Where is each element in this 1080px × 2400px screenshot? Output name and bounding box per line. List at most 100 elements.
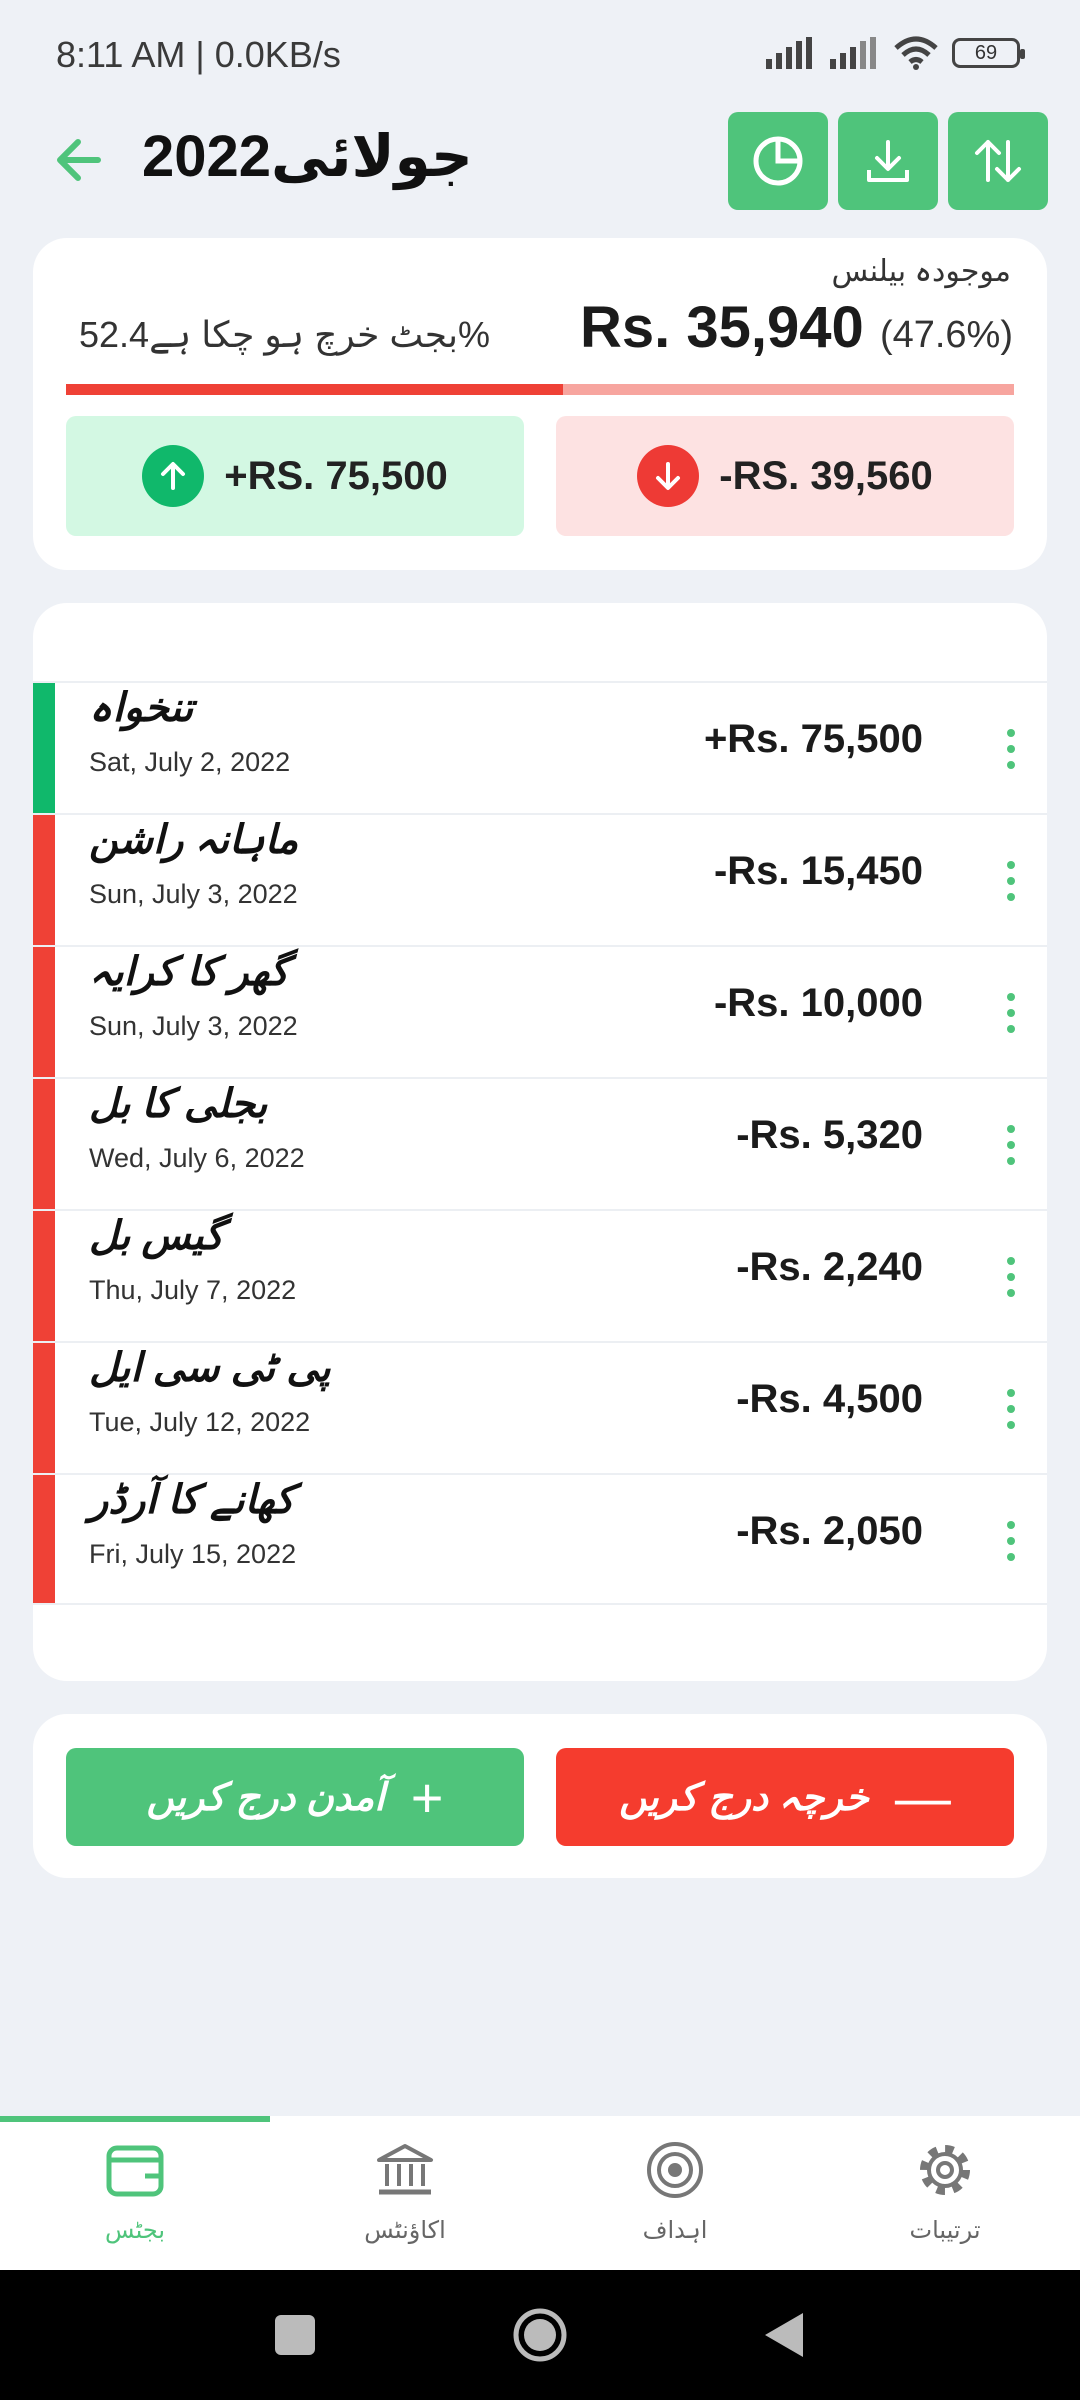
budget-progress-fill <box>66 384 563 395</box>
transaction-date: Sat, July 2, 2022 <box>89 747 291 777</box>
arrow-up-circle-icon <box>142 445 205 507</box>
more-vertical-icon[interactable] <box>1005 993 1017 1033</box>
nav-item-goals[interactable]: اہداف <box>540 2116 810 2270</box>
more-vertical-icon[interactable] <box>1005 1125 1017 1165</box>
transaction-type-bar <box>33 1475 55 1603</box>
balance-summary-card: موجودہ بیلنس Rs. 35,940 (47.6%) بجٹ خرچ … <box>33 238 1047 570</box>
transaction-amount: -Rs. 10,000 <box>713 981 923 1025</box>
minus-icon: — <box>894 1765 951 1829</box>
status-time: 8:11 AM | 0.0KB/s <box>56 34 341 75</box>
home-circle-icon <box>513 2308 567 2362</box>
download-button[interactable] <box>838 112 938 210</box>
battery-icon: 69 <box>952 38 1025 68</box>
bottom-navigation: بجٹس اکاؤنٹس اہداف ترتیبات <box>0 2116 1080 2270</box>
home-button[interactable] <box>510 2305 570 2365</box>
transaction-row[interactable]: پی ٹی سی ایل Tue, July 12, 2022 -Rs. 4,500 <box>33 1341 1047 1473</box>
transaction-date: Wed, July 6, 2022 <box>89 1143 305 1173</box>
transaction-type-bar <box>33 815 55 945</box>
income-total-box: +RS. 75,500 <box>66 416 524 536</box>
back-system-button[interactable] <box>755 2305 815 2365</box>
arrow-down-circle-icon <box>637 445 700 507</box>
nav-label-accounts: اکاؤنٹس <box>364 2217 446 2244</box>
transaction-date: Sun, July 3, 2022 <box>89 1011 298 1041</box>
transaction-title: گھر کا کرایہ <box>89 950 289 994</box>
transaction-title: گیس بل <box>89 1214 224 1258</box>
more-vertical-icon[interactable] <box>1005 1257 1017 1297</box>
transaction-row[interactable]: تنخواہ Sat, July 2, 2022 +Rs. 75,500 <box>33 681 1047 813</box>
more-vertical-icon[interactable] <box>1005 729 1017 769</box>
transaction-row[interactable]: گیس بل Thu, July 7, 2022 -Rs. 2,240 <box>33 1209 1047 1341</box>
add-expense-button[interactable]: خرچہ درج کریں — <box>556 1748 1014 1846</box>
transaction-list-card: تنخواہ Sat, July 2, 2022 +Rs. 75,500 ماہانہ… <box>33 603 1047 1681</box>
transaction-date: Fri, July 15, 2022 <box>89 1539 297 1569</box>
budget-progress-bar <box>66 384 1014 395</box>
more-vertical-icon[interactable] <box>1005 1389 1017 1429</box>
plus-icon: + <box>410 1765 444 1829</box>
signal-icon-2 <box>830 37 876 69</box>
transaction-date: Tue, July 12, 2022 <box>89 1407 311 1437</box>
action-card: آمدن درج کریں + خرچہ درج کریں — <box>33 1714 1047 1878</box>
transaction-title: بجلی کا بل <box>89 1082 268 1126</box>
triangle-back-icon <box>765 2313 803 2357</box>
nav-label-settings: ترتیبات <box>909 2217 981 2244</box>
add-income-label: آمدن درج کریں <box>146 1776 385 1819</box>
download-icon <box>867 140 909 182</box>
transaction-row[interactable]: گھر کا کرایہ Sun, July 3, 2022 -Rs. 10,000 <box>33 945 1047 1077</box>
gear-icon <box>920 2145 970 2195</box>
system-navigation-bar <box>0 2270 1080 2400</box>
transaction-type-bar <box>33 683 55 813</box>
nav-active-indicator <box>0 2116 270 2122</box>
transaction-amount: +Rs. 75,500 <box>703 717 923 761</box>
status-bar: 8:11 AM | 0.0KB/s 69 <box>0 0 1080 110</box>
header: جولائی2022 <box>0 110 1080 210</box>
wallet-icon <box>106 2145 164 2197</box>
transaction-amount: -Rs. 2,050 <box>736 1509 923 1553</box>
income-total: +RS. 75,500 <box>224 453 448 498</box>
nav-label-goals: اہداف <box>642 2217 708 2244</box>
transaction-date: Thu, July 7, 2022 <box>89 1275 297 1305</box>
sort-button[interactable] <box>948 112 1048 210</box>
transaction-amount: -Rs. 2,240 <box>736 1245 923 1289</box>
transaction-row[interactable]: بجلی کا بل Wed, July 6, 2022 -Rs. 5,320 <box>33 1077 1047 1209</box>
add-income-button[interactable]: آمدن درج کریں + <box>66 1748 524 1846</box>
transaction-title: ماہانہ راشن <box>89 818 299 862</box>
signal-icon <box>766 37 812 69</box>
balance-label: موجودہ بیلنس <box>831 255 1011 288</box>
square-icon <box>275 2315 315 2355</box>
add-expense-label: خرچہ درج کریں <box>619 1776 869 1819</box>
expense-total-box: -RS. 39,560 <box>556 416 1014 536</box>
transaction-date: Sun, July 3, 2022 <box>89 879 298 909</box>
balance-amount: Rs. 35,940 (47.6%) <box>580 294 1013 361</box>
page-title: جولائی2022 <box>142 124 473 189</box>
balance-value: Rs. 35,940 <box>580 295 864 360</box>
arrow-left-icon <box>57 139 101 181</box>
transaction-type-bar <box>33 1343 55 1473</box>
transaction-title: کھانے کا آرڈر <box>89 1478 295 1522</box>
transaction-type-bar <box>33 1079 55 1209</box>
transaction-row[interactable]: کھانے کا آرڈر Fri, July 15, 2022 -Rs. 2,05… <box>33 1473 1047 1605</box>
transaction-amount: -Rs. 15,450 <box>713 849 923 893</box>
balance-percent: (47.6%) <box>879 314 1013 356</box>
nav-item-budgets[interactable]: بجٹس <box>0 2116 270 2270</box>
chart-button[interactable] <box>728 112 828 210</box>
nav-item-accounts[interactable]: اکاؤنٹس <box>270 2116 540 2270</box>
transaction-type-bar <box>33 947 55 1077</box>
pie-chart-icon <box>753 136 803 186</box>
bank-icon <box>377 2144 433 2195</box>
budget-spent-text: بجٹ خرچ ہو چکا ہے52.4% <box>79 314 491 355</box>
transaction-title: تنخواہ <box>89 686 194 730</box>
transaction-list: تنخواہ Sat, July 2, 2022 +Rs. 75,500 ماہانہ… <box>33 681 1047 1605</box>
nav-item-settings[interactable]: ترتیبات <box>810 2116 1080 2270</box>
recents-button[interactable] <box>265 2305 325 2365</box>
transaction-amount: -Rs. 5,320 <box>736 1113 923 1157</box>
nav-label-budgets: بجٹس <box>104 2217 165 2244</box>
more-vertical-icon[interactable] <box>1005 861 1017 901</box>
status-icons: 69 <box>766 36 1025 70</box>
transaction-amount: -Rs. 4,500 <box>736 1377 923 1421</box>
transaction-row[interactable]: ماہانہ راشن Sun, July 3, 2022 -Rs. 15,450 <box>33 813 1047 945</box>
expense-total: -RS. 39,560 <box>719 453 933 498</box>
back-button[interactable] <box>48 130 108 190</box>
more-vertical-icon[interactable] <box>1005 1521 1017 1561</box>
wifi-icon <box>894 36 938 70</box>
transaction-title: پی ٹی سی ایل <box>89 1346 331 1390</box>
